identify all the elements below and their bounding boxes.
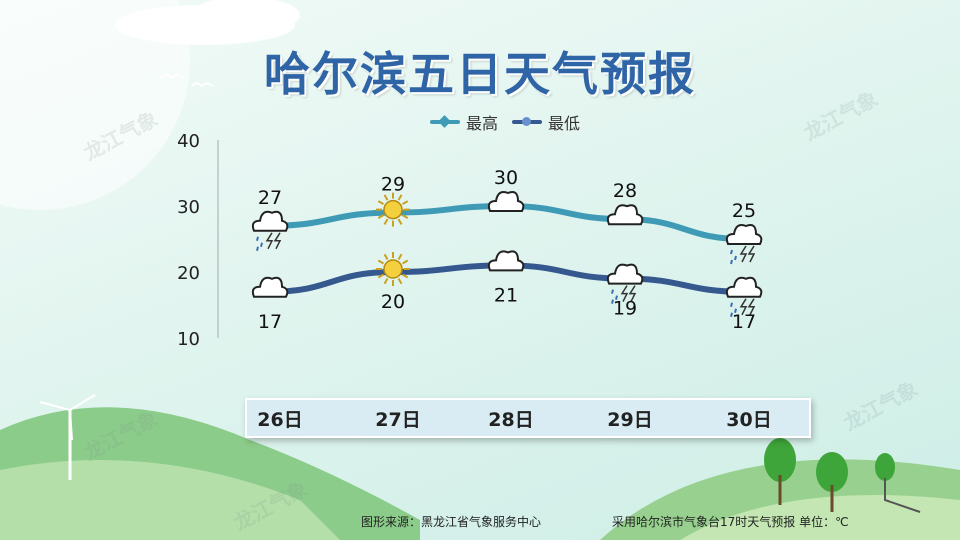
y-tick-label: 10 — [177, 329, 200, 350]
footer-note: 采用哈尔滨市气象台17时天气预报 单位：℃ — [612, 515, 849, 529]
x-tick-label: 27日 — [375, 409, 421, 431]
y-tick-label: 20 — [177, 263, 200, 284]
y-tick-label: 40 — [177, 131, 200, 152]
data-label-high: 30 — [494, 167, 518, 189]
data-label-high: 25 — [732, 200, 756, 222]
sun-icon — [376, 192, 410, 227]
data-label-low: 17 — [732, 311, 756, 333]
legend-low-marker — [512, 117, 543, 126]
sun-icon — [376, 252, 410, 286]
legend-item-low: 最低 — [512, 110, 580, 134]
footer-source: 图形来源：黑龙江省气象服务中心 — [361, 515, 542, 529]
legend-high-marker — [430, 120, 460, 124]
x-tick-label: 30日 — [726, 409, 772, 431]
cloud-icon — [487, 191, 525, 212]
cloud-icon — [251, 276, 289, 298]
y-tick-label: 30 — [177, 197, 200, 218]
cloud-icon — [606, 204, 644, 226]
legend-low-label: 最低 — [548, 114, 581, 133]
x-tick-label: 26日 — [257, 409, 303, 431]
data-label-high: 29 — [381, 174, 405, 196]
page-title: 哈尔滨五日天气预报 — [264, 47, 696, 101]
data-label-low: 19 — [613, 298, 637, 320]
thunderstorm-icon — [251, 210, 289, 252]
x-tick-label: 28日 — [488, 409, 534, 431]
x-tick-label: 29日 — [607, 409, 653, 431]
data-label-high: 28 — [613, 180, 637, 202]
legend-high-label: 最高 — [466, 114, 499, 133]
data-label-high: 27 — [258, 187, 282, 209]
data-label-low: 21 — [494, 284, 518, 306]
cloud-icon — [487, 250, 525, 272]
date-bar — [245, 398, 811, 438]
chart-legend: 最高 最低 — [430, 110, 580, 134]
data-label-low: 17 — [258, 311, 282, 333]
legend-item-high: 最高 — [430, 110, 498, 134]
data-label-low: 20 — [381, 291, 405, 313]
thunderstorm-icon — [606, 263, 644, 304]
thunderstorm-icon — [725, 224, 763, 265]
thunderstorm-icon — [725, 276, 763, 318]
